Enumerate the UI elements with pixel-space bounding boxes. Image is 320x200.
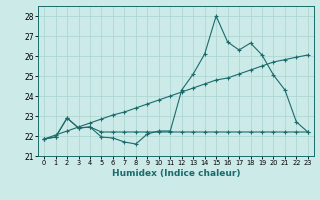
X-axis label: Humidex (Indice chaleur): Humidex (Indice chaleur) — [112, 169, 240, 178]
